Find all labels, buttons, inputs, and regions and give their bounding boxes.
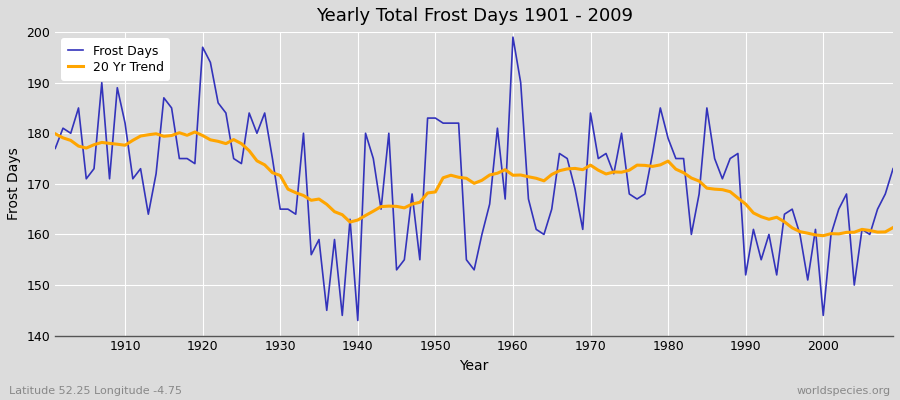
20 Yr Trend bbox=[608, 170, 619, 174]
Text: Latitude 52.25 Longitude -4.75: Latitude 52.25 Longitude -4.75 bbox=[9, 386, 182, 396]
Text: worldspecies.org: worldspecies.org bbox=[796, 386, 891, 396]
Frost Days bbox=[329, 237, 340, 242]
20 Yr Trend bbox=[112, 142, 122, 147]
20 Yr Trend bbox=[291, 190, 302, 195]
20 Yr Trend bbox=[337, 212, 347, 217]
X-axis label: Year: Year bbox=[460, 359, 489, 373]
Frost Days bbox=[616, 131, 627, 136]
Title: Yearly Total Frost Days 1901 - 2009: Yearly Total Frost Days 1901 - 2009 bbox=[316, 7, 633, 25]
20 Yr Trend bbox=[887, 225, 898, 230]
Frost Days bbox=[508, 35, 518, 40]
20 Yr Trend bbox=[190, 130, 201, 134]
20 Yr Trend bbox=[50, 131, 60, 136]
20 Yr Trend bbox=[508, 173, 518, 178]
Frost Days bbox=[283, 207, 293, 212]
Frost Days bbox=[523, 197, 534, 202]
Legend: Frost Days, 20 Yr Trend: Frost Days, 20 Yr Trend bbox=[61, 38, 170, 80]
Line: Frost Days: Frost Days bbox=[55, 37, 893, 320]
Frost Days bbox=[516, 80, 526, 85]
Frost Days bbox=[50, 146, 60, 151]
Frost Days bbox=[887, 166, 898, 171]
20 Yr Trend bbox=[818, 233, 829, 238]
Frost Days bbox=[112, 85, 122, 90]
20 Yr Trend bbox=[516, 172, 526, 177]
Line: 20 Yr Trend: 20 Yr Trend bbox=[55, 132, 893, 236]
Frost Days bbox=[353, 318, 364, 323]
Y-axis label: Frost Days: Frost Days bbox=[7, 148, 21, 220]
